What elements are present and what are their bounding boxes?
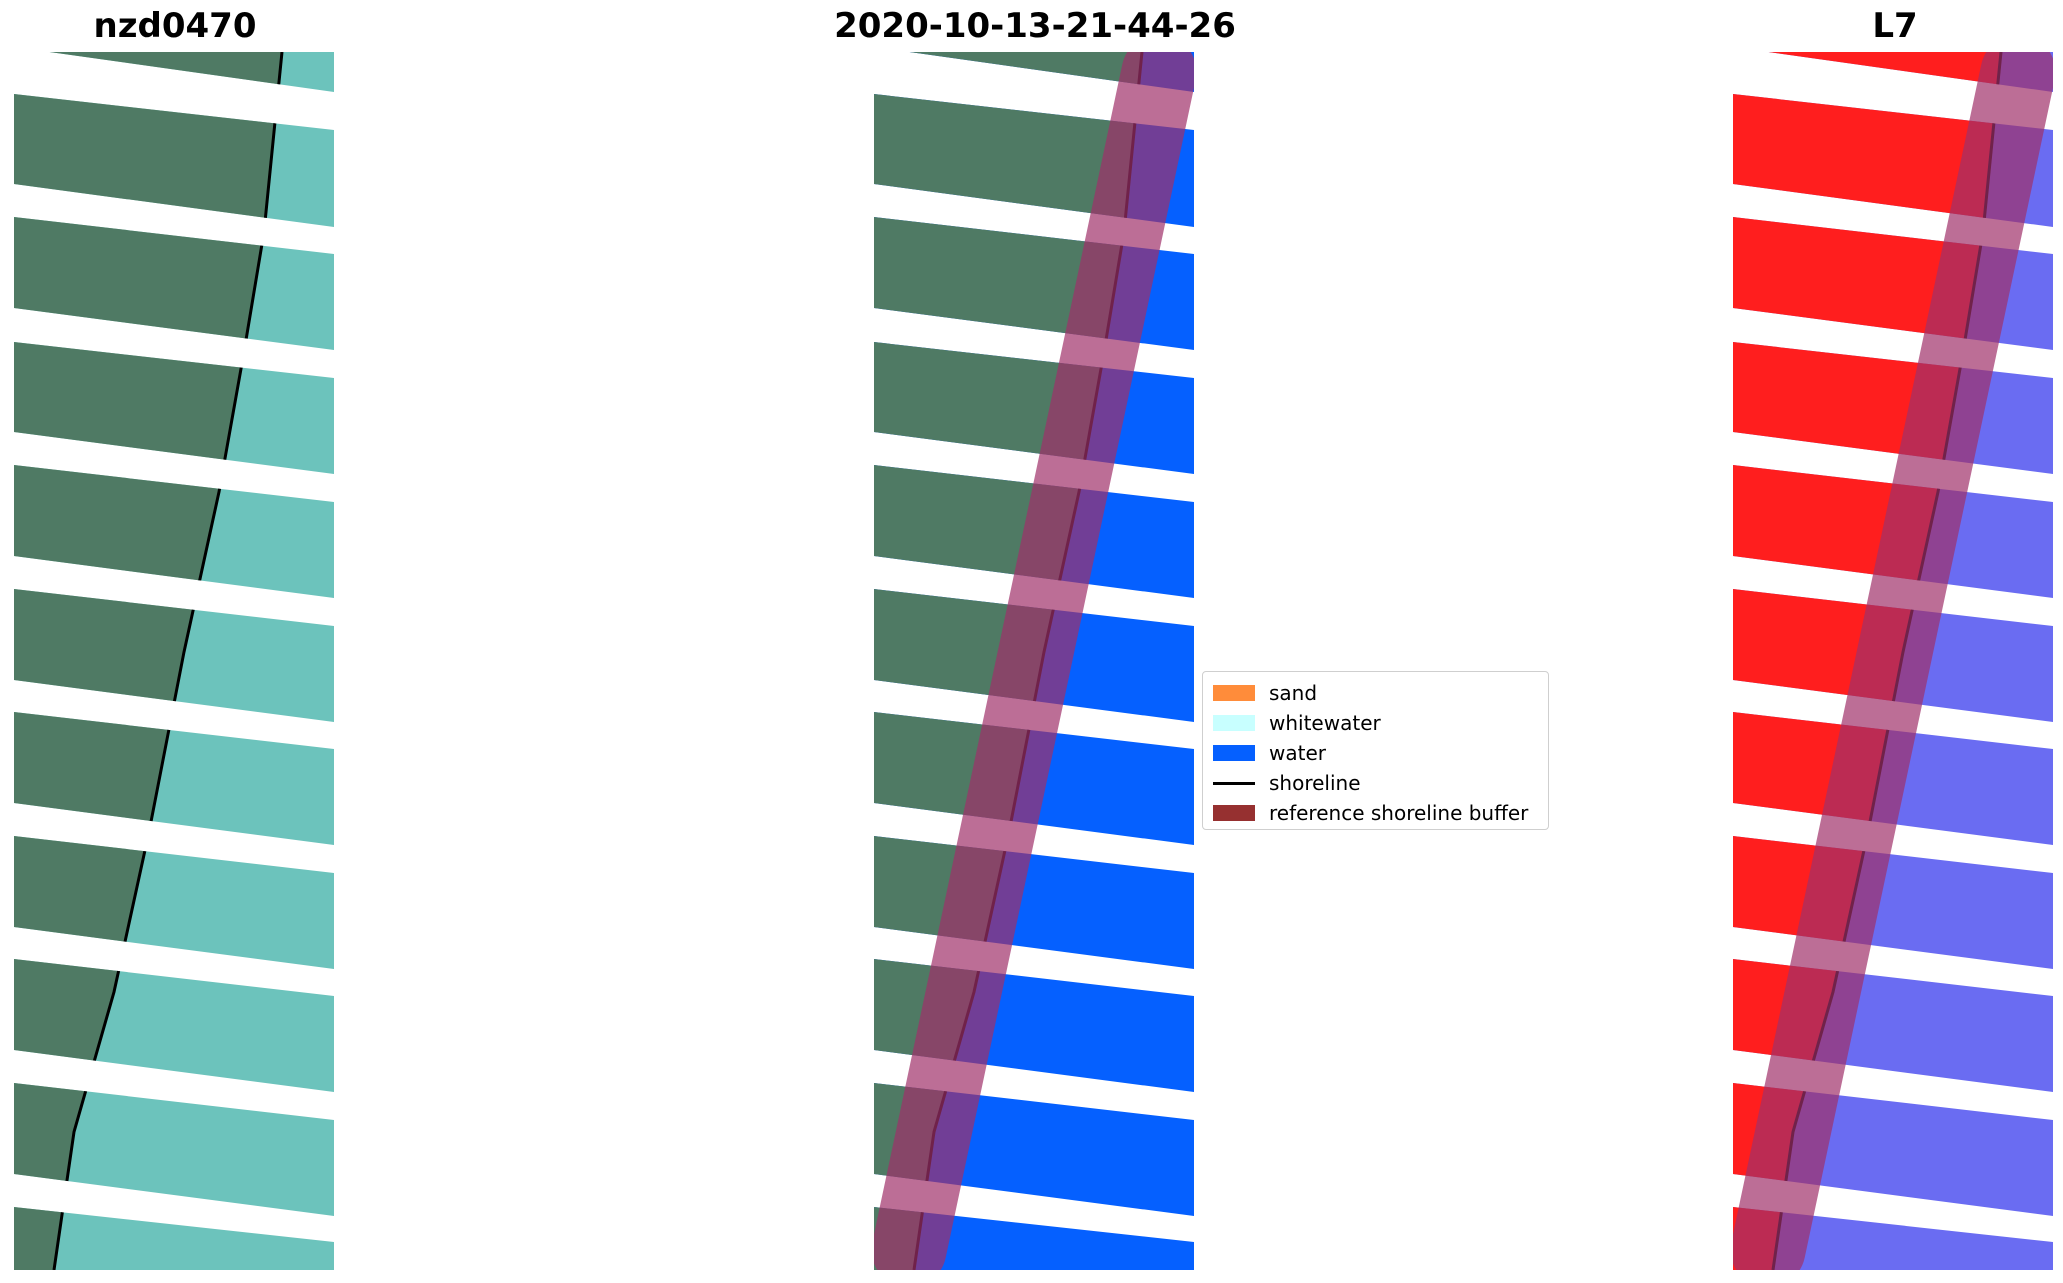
image-panel-title-satellite: nzd0470 [93, 6, 257, 46]
image-panel-title-date: 2020-10-13-21-44-26 [834, 6, 1236, 46]
legend-swatch-buffer [1213, 805, 1255, 821]
legend-swatch-sand [1213, 685, 1255, 701]
legend-item-sand: sand [1213, 680, 1317, 706]
legend-item-shoreline: shoreline [1213, 770, 1361, 796]
legend-label-whitewater: whitewater [1269, 711, 1381, 735]
legend-item-water: water [1213, 740, 1326, 766]
legend-label-buffer: reference shoreline buffer [1269, 801, 1529, 825]
legend-label-water: water [1269, 741, 1326, 765]
legend-swatch-shoreline [1213, 781, 1255, 785]
legend-label-sand: sand [1269, 681, 1318, 705]
reference-shoreline-buffer [1733, 52, 2053, 1270]
legend-swatch-whitewater [1213, 715, 1255, 731]
image-panel-title-sensor: L7 [1872, 6, 1918, 46]
classified-image-panel [874, 52, 1194, 1270]
rgb-image-strips [14, 52, 334, 1270]
rgb-image-panel [14, 52, 334, 1270]
index-image-panel [1733, 52, 2053, 1270]
legend-swatch-water [1213, 745, 1255, 761]
reference-shoreline-buffer [874, 52, 1194, 1270]
legend: sand whitewater water shoreline referenc… [1202, 671, 1549, 830]
legend-item-buffer: reference shoreline buffer [1213, 800, 1528, 826]
legend-item-whitewater: whitewater [1213, 710, 1381, 736]
legend-label-shoreline: shoreline [1269, 771, 1361, 795]
